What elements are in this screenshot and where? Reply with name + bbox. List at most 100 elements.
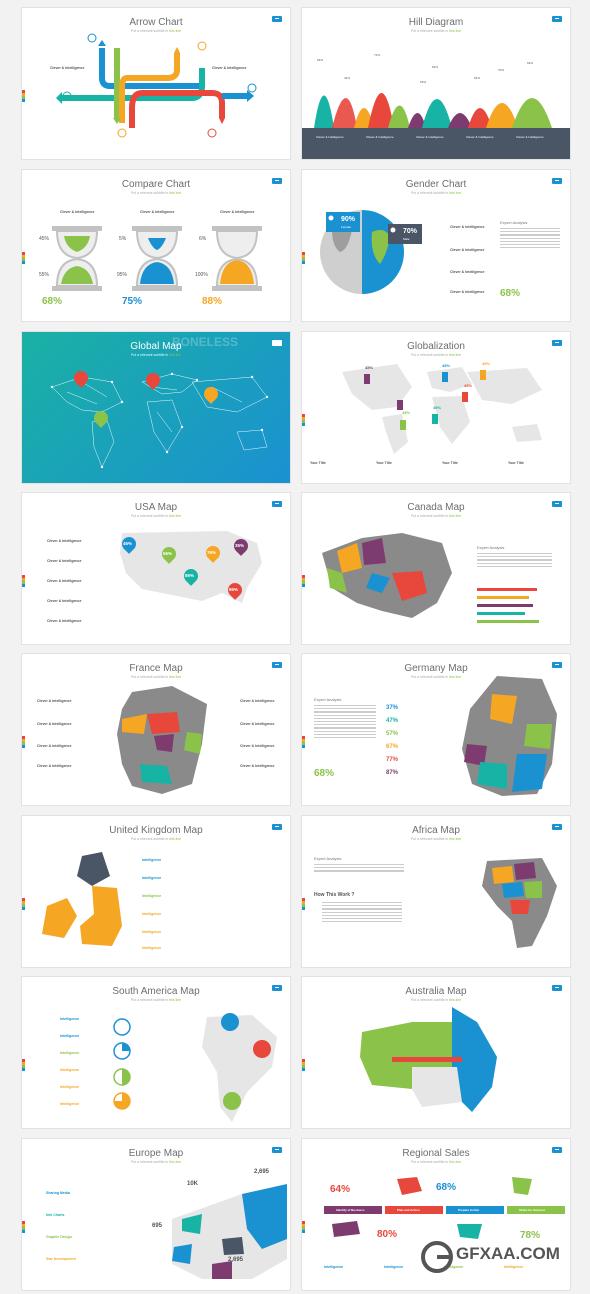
slide-global-map[interactable]: Global Map Put a relevant subtitle in th… <box>21 331 291 484</box>
regional-sales-graphic <box>324 1177 565 1239</box>
europe-map-graphic <box>172 1184 287 1279</box>
logo-badge <box>272 178 282 184</box>
slide-subtitle: Put a relevant subtitle in this line <box>410 998 462 1002</box>
slide-subtitle: Put a relevant subtitle in this line <box>130 675 182 679</box>
logo-badge <box>272 340 282 346</box>
slide-title: France Map <box>129 663 183 674</box>
slide-title: United Kingdom Map <box>109 825 203 836</box>
logo-badge <box>272 662 282 668</box>
africa-map-graphic <box>482 858 557 948</box>
palette-strip <box>22 90 25 102</box>
logo-badge <box>552 824 562 830</box>
hill-diagram-graphic <box>302 93 570 159</box>
logo-badge <box>552 1147 562 1153</box>
slide-title: Regional Sales <box>402 1148 470 1159</box>
slide-subtitle: Put a relevant subtitle in this line <box>130 191 182 195</box>
slide-subtitle: Put a relevant subtitle in this line <box>130 837 182 841</box>
palette-strip <box>302 736 305 748</box>
network-world-map <box>50 372 269 469</box>
slide-title: Australia Map <box>405 986 467 997</box>
hourglass-graphic <box>52 226 262 291</box>
slide-subtitle: Put a relevant subtitle in this line <box>410 353 462 357</box>
usa-map-graphic <box>120 531 262 603</box>
progress-bar <box>477 620 539 623</box>
slide-africa-map[interactable]: Africa Map Put a relevant subtitle in th… <box>301 815 571 968</box>
logo-badge <box>272 824 282 830</box>
logo-badge <box>272 985 282 991</box>
slide-subtitle: Put a relevant subtitle in this line <box>410 191 462 195</box>
progress-bar <box>477 588 537 591</box>
palette-strip <box>22 898 25 910</box>
logo-badge <box>552 985 562 991</box>
progress-bar <box>477 612 525 615</box>
palette-strip <box>302 898 305 910</box>
slide-france-map[interactable]: France Map Put a relevant subtitle in th… <box>21 653 291 806</box>
slide-regional-sales[interactable]: Regional Sales Put a relevant subtitle i… <box>301 1138 571 1291</box>
logo-badge <box>272 16 282 22</box>
slide-title: Canada Map <box>407 502 465 513</box>
label-left: Clever & Intelligence <box>50 66 85 70</box>
watermark-globe-icon <box>421 1241 453 1273</box>
slide-subtitle: Put a relevant subtitle in this line <box>130 998 182 1002</box>
slide-compare-chart[interactable]: Compare Chart Put a relevant subtitle in… <box>21 169 291 322</box>
palette-strip <box>302 575 305 587</box>
slide-subtitle: Put a relevant subtitle in this line <box>130 514 182 518</box>
logo-badge <box>272 501 282 507</box>
palette-strip <box>22 252 25 264</box>
slide-subtitle: Put a relevant subtitle in this line <box>410 1160 462 1164</box>
slide-usa-map[interactable]: USA Map Put a relevant subtitle in this … <box>21 492 291 645</box>
palette-strip <box>302 1221 305 1233</box>
germany-map-graphic <box>462 676 557 796</box>
slide-gender-chart[interactable]: Gender Chart Put a relevant subtitle in … <box>301 169 571 322</box>
palette-strip <box>302 1059 305 1071</box>
logo-badge <box>272 1147 282 1153</box>
slide-subtitle: Put a relevant subtitle in this line <box>410 29 462 33</box>
slide-subtitle: Put a relevant subtitle in this line <box>130 29 182 33</box>
slide-subtitle: Put a relevant subtitle in this line <box>410 837 462 841</box>
slide-europe-map[interactable]: Europe Map Put a relevant subtitle in th… <box>21 1138 291 1291</box>
slide-title: Africa Map <box>412 825 460 836</box>
slide-subtitle: Put a relevant subtitle in this line <box>130 1160 182 1164</box>
uk-map-graphic <box>42 852 122 946</box>
australia-map-graphic <box>360 1007 497 1112</box>
slide-title: Arrow Chart <box>129 17 183 28</box>
slide-title: South America Map <box>112 986 200 997</box>
slide-title: Germany Map <box>404 663 468 674</box>
logo-badge <box>552 178 562 184</box>
progress-bar <box>477 604 533 607</box>
watermark-logo: GFXAA.COM <box>420 1238 580 1278</box>
arrow-chart-graphic <box>56 33 257 138</box>
palette-strip <box>22 575 25 587</box>
slide-germany-map[interactable]: Germany Map Put a relevant subtitle in t… <box>301 653 571 806</box>
slide-title: Gender Chart <box>405 179 467 190</box>
logo-badge <box>552 501 562 507</box>
palette-strip <box>302 252 305 264</box>
slide-title: Compare Chart <box>121 179 191 190</box>
logo-badge <box>552 340 562 346</box>
france-map-graphic <box>117 686 207 794</box>
palette-strip <box>302 414 305 426</box>
logo-badge <box>552 16 562 22</box>
slide-arrow-chart[interactable]: Arrow Chart Put a relevant subtitle in t… <box>21 7 291 160</box>
watermark-text: GFXAA.COM <box>456 1244 560 1263</box>
south-america-graphic <box>113 1013 277 1122</box>
slide-canada-map[interactable]: Canada Map Put a relevant subtitle in th… <box>301 492 571 645</box>
palette-strip <box>22 1221 25 1233</box>
slide-globalization[interactable]: Globalization Put a relevant subtitle in… <box>301 331 571 484</box>
slide-hill-diagram[interactable]: Hill Diagram Put a relevant subtitle in … <box>301 7 571 160</box>
slide-south-america-map[interactable]: South America Map Put a relevant subtitl… <box>21 976 291 1129</box>
logo-badge <box>552 662 562 668</box>
palette-strip <box>22 736 25 748</box>
slide-subtitle: Put a relevant subtitle in this line <box>130 353 182 357</box>
canada-map-graphic <box>322 533 452 618</box>
gender-globe-graphic <box>320 210 422 294</box>
slide-uk-map[interactable]: United Kingdom Map Put a relevant subtit… <box>21 815 291 968</box>
slide-subtitle: Put a relevant subtitle in this line <box>410 675 462 679</box>
progress-bar <box>477 596 529 599</box>
slide-title: USA Map <box>134 502 178 513</box>
slide-australia-map[interactable]: Australia Map Put a relevant subtitle in… <box>301 976 571 1129</box>
label-right: Clever & Intelligence <box>212 66 247 70</box>
slide-title: Hill Diagram <box>408 17 464 28</box>
slide-subtitle: Put a relevant subtitle in this line <box>410 514 462 518</box>
